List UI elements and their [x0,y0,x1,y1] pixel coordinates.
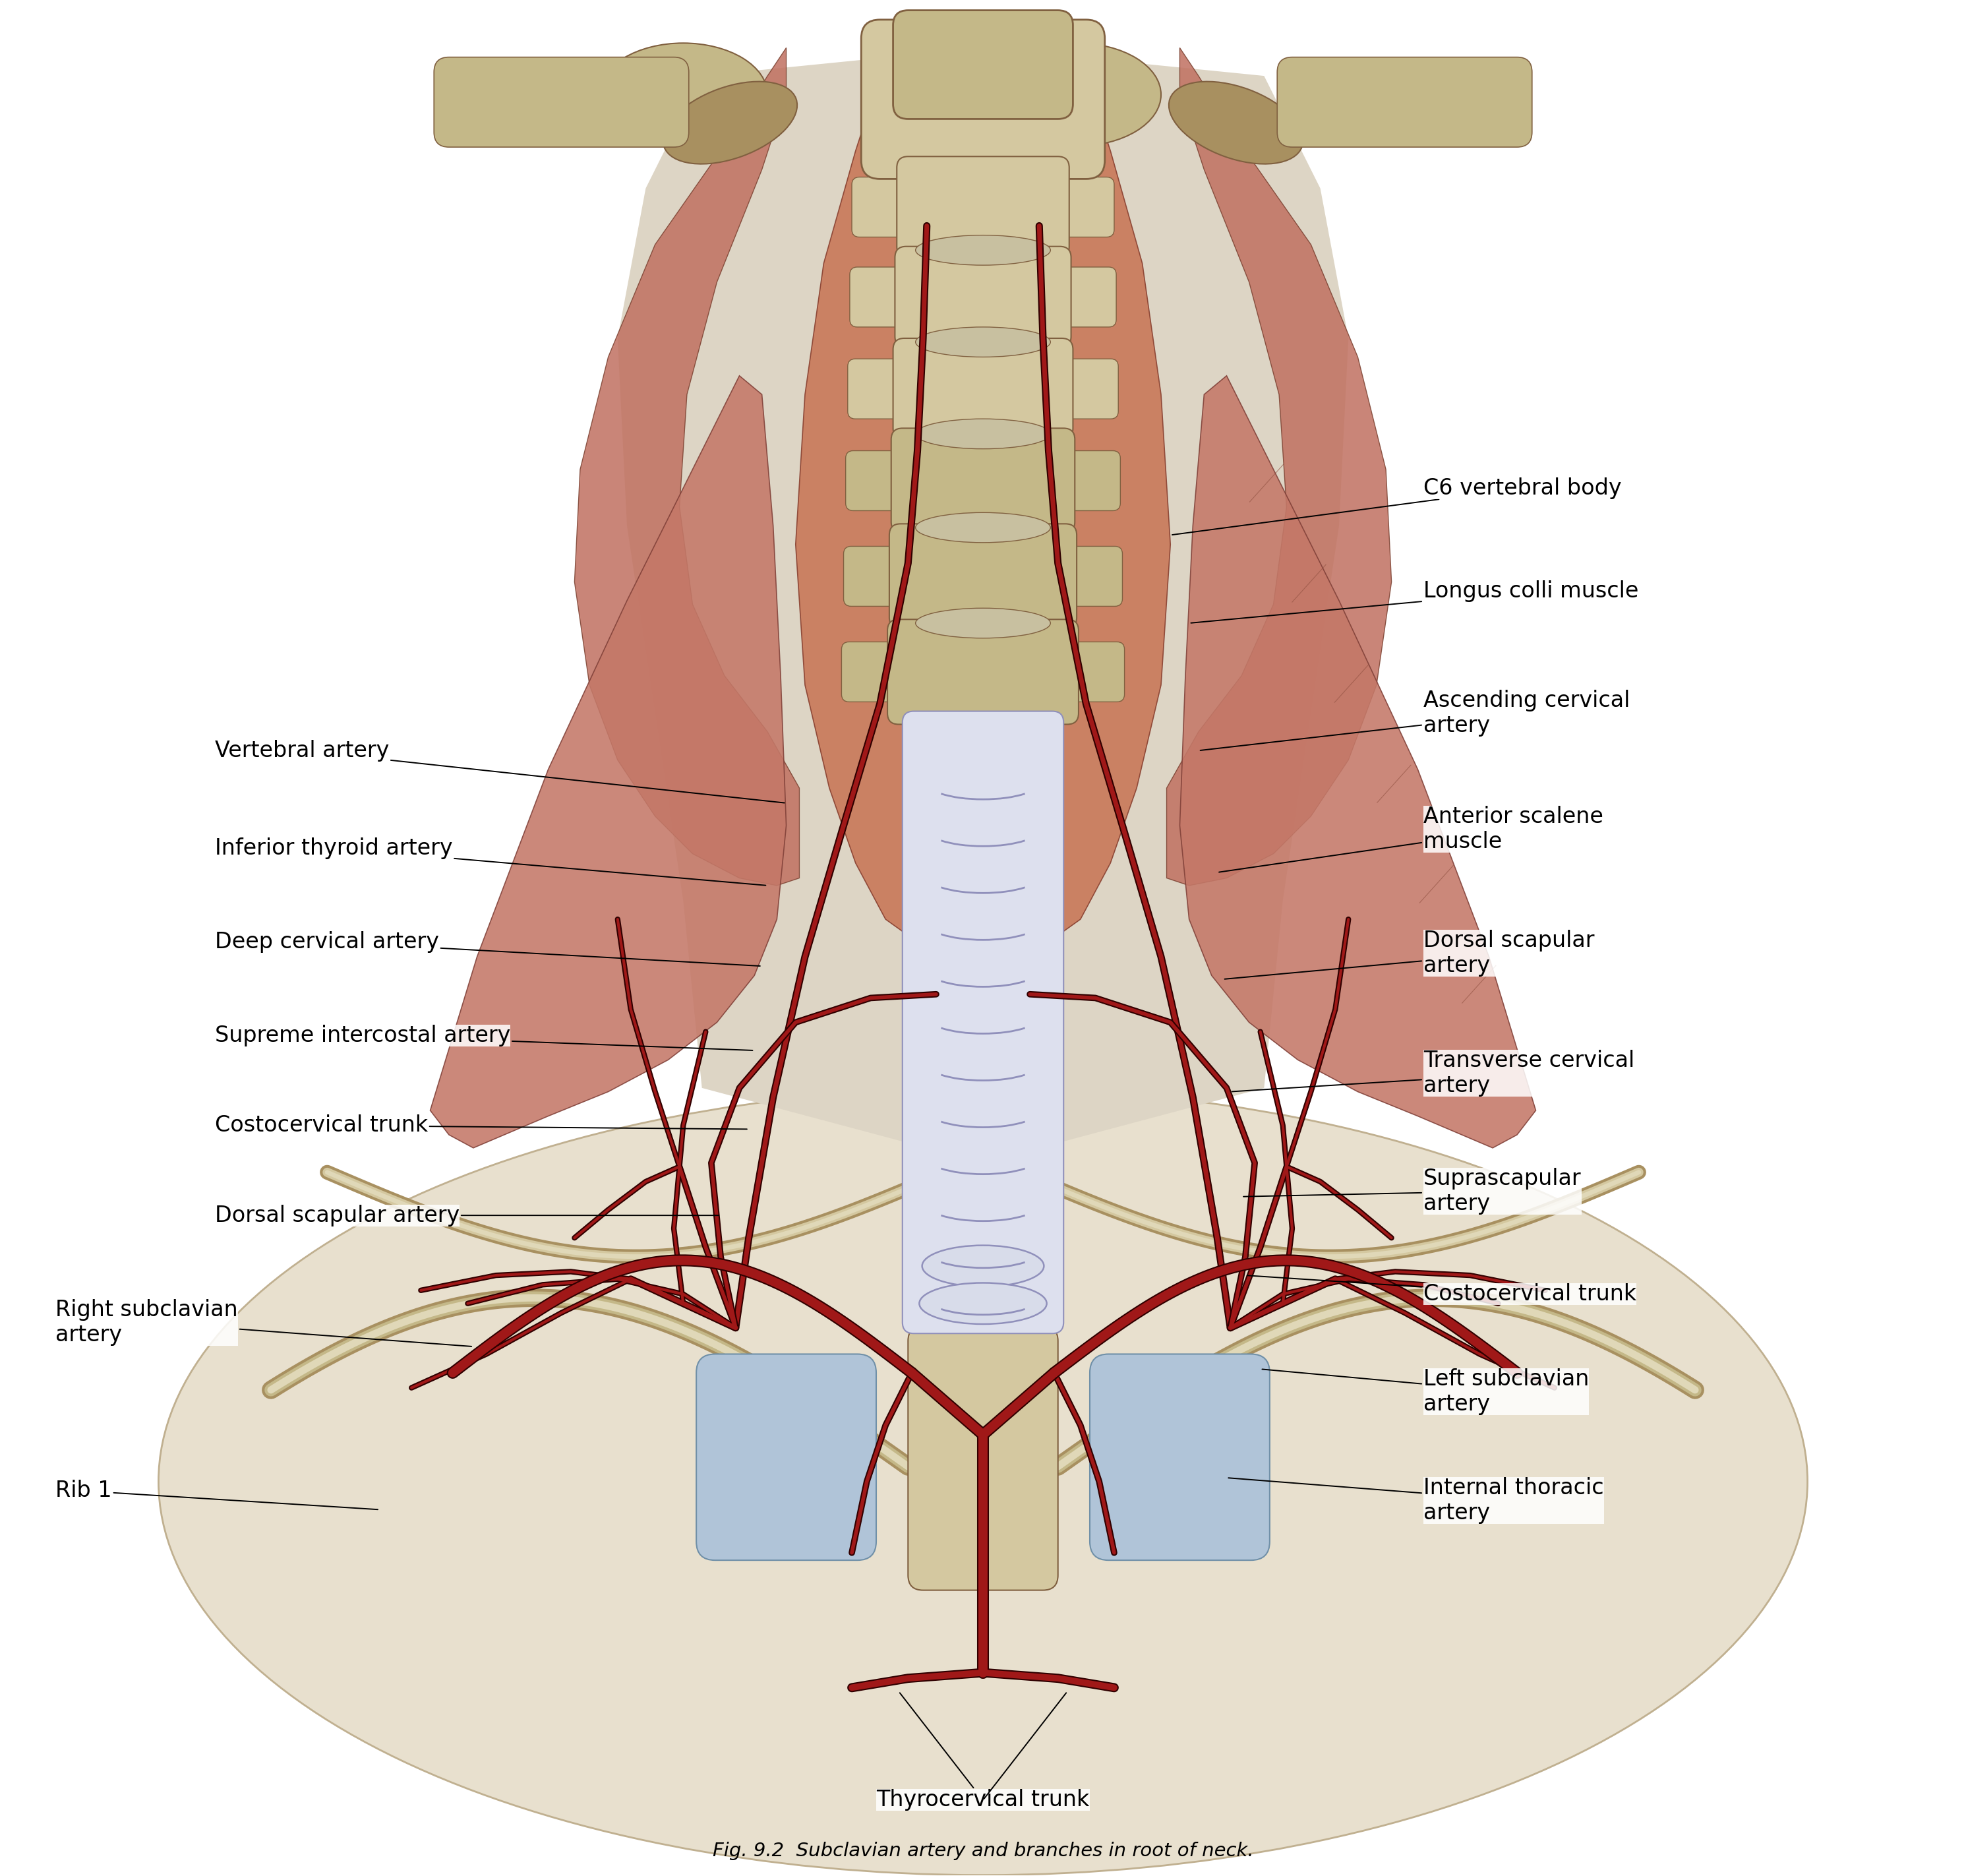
Text: Rib 1: Rib 1 [55,1480,377,1510]
Text: Internal thoracic
artery: Internal thoracic artery [1229,1476,1604,1523]
Polygon shape [1166,47,1392,885]
FancyBboxPatch shape [889,523,1077,628]
Polygon shape [431,375,786,1148]
Text: Longus colli muscle: Longus colli muscle [1191,580,1638,623]
Ellipse shape [920,1283,1046,1324]
Ellipse shape [1170,81,1303,163]
Text: Anterior scalene
muscle: Anterior scalene muscle [1219,807,1602,872]
Ellipse shape [993,43,1162,146]
FancyBboxPatch shape [861,19,1105,178]
Text: Ascending cervical
artery: Ascending cervical artery [1201,690,1630,750]
Ellipse shape [916,418,1050,448]
FancyBboxPatch shape [696,1354,877,1561]
FancyBboxPatch shape [891,428,1075,533]
FancyBboxPatch shape [843,546,942,606]
Text: Fig. 9.2  Subclavian artery and branches in root of neck.: Fig. 9.2 Subclavian artery and branches … [712,1842,1254,1861]
Ellipse shape [159,1088,1807,1876]
Text: Thyrocervical trunk: Thyrocervical trunk [877,1692,1089,1810]
Ellipse shape [916,326,1050,356]
Text: Costocervical trunk: Costocervical trunk [1246,1276,1636,1306]
FancyBboxPatch shape [1024,546,1123,606]
FancyBboxPatch shape [1020,358,1119,418]
FancyBboxPatch shape [1022,450,1121,510]
FancyBboxPatch shape [849,266,948,326]
FancyBboxPatch shape [893,9,1073,118]
Text: Supreme intercostal artery: Supreme intercostal artery [214,1024,753,1051]
Text: Inferior thyroid artery: Inferior thyroid artery [214,837,765,885]
FancyBboxPatch shape [908,1326,1058,1591]
FancyBboxPatch shape [896,156,1070,257]
FancyBboxPatch shape [893,338,1073,439]
FancyBboxPatch shape [847,358,946,418]
FancyBboxPatch shape [1089,1354,1270,1561]
Polygon shape [617,47,1349,1163]
Text: Suprascapular
artery: Suprascapular artery [1243,1167,1581,1214]
Text: C6 vertebral body: C6 vertebral body [1172,477,1622,535]
FancyBboxPatch shape [887,619,1079,724]
Polygon shape [574,47,800,885]
FancyBboxPatch shape [851,176,950,236]
FancyBboxPatch shape [434,56,688,146]
Ellipse shape [916,608,1050,638]
FancyBboxPatch shape [1026,642,1125,702]
FancyBboxPatch shape [895,246,1071,347]
Polygon shape [796,47,916,938]
Text: Deep cervical artery: Deep cervical artery [214,930,761,966]
Ellipse shape [916,234,1050,265]
Polygon shape [1050,47,1170,938]
Text: Dorsal scapular
artery: Dorsal scapular artery [1225,929,1594,979]
Text: Right subclavian
artery: Right subclavian artery [55,1298,472,1347]
FancyBboxPatch shape [845,450,944,510]
Polygon shape [1180,375,1535,1148]
Ellipse shape [600,43,767,146]
Text: Dorsal scapular artery: Dorsal scapular artery [214,1204,720,1227]
Text: Costocervical trunk: Costocervical trunk [214,1114,747,1137]
Ellipse shape [663,81,796,163]
Ellipse shape [922,1246,1044,1287]
FancyBboxPatch shape [902,711,1064,1334]
FancyBboxPatch shape [841,642,940,702]
FancyBboxPatch shape [1018,266,1117,326]
Ellipse shape [916,512,1050,542]
Text: Vertebral artery: Vertebral artery [214,739,784,803]
Text: Left subclavian
artery: Left subclavian artery [1262,1368,1589,1415]
FancyBboxPatch shape [1278,56,1532,146]
Text: Transverse cervical
artery: Transverse cervical artery [1233,1049,1634,1096]
FancyBboxPatch shape [1016,176,1115,236]
